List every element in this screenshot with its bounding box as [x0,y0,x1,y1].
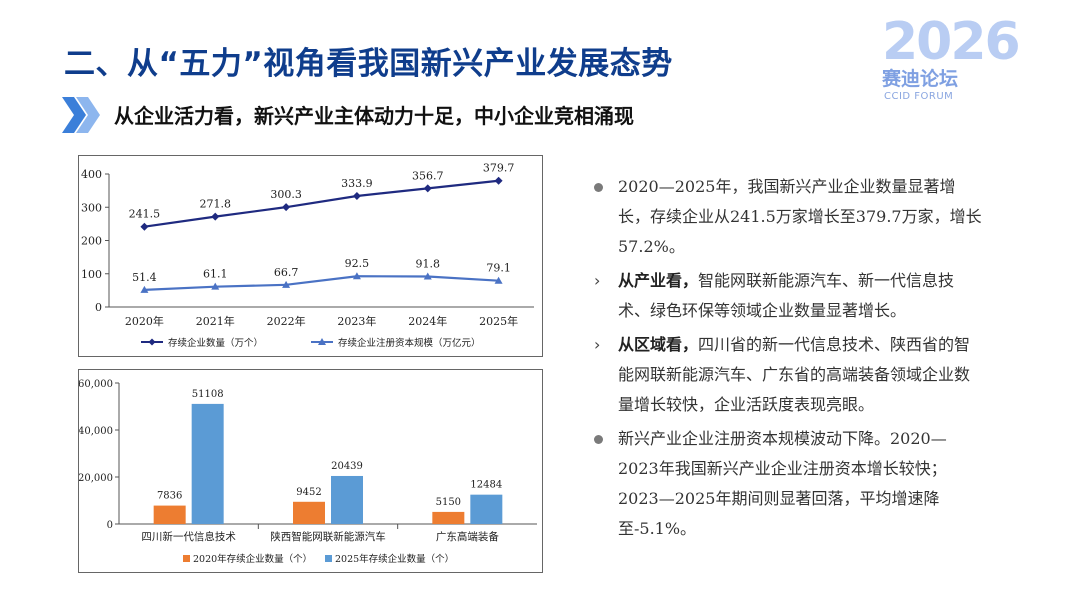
bullet-item: 新兴产业企业注册资本规模波动下降。2020—2023年我国新兴产业企业注册资本增… [594,424,984,544]
x-tick-label: 2025年 [479,314,518,328]
x-tick-label: 2024年 [408,314,447,328]
bullet-item: › 从产业看，智能网联新能源汽车、新一代信息技术、绿色环保等领域企业数量显著增长… [594,266,984,326]
x-tick-label: 2021年 [196,314,235,328]
data-point [211,282,220,290]
bullet-list: 2020—2025年，我国新兴产业企业数量显著增长，存续企业从241.5万家增长… [594,172,984,548]
line-chart: 0 100 200 300 400 2020年 2021年 2022年 2023年 2024年 20… [81,162,534,349]
legend-label: 存续企业数量（万个） [168,337,263,349]
data-point [352,272,361,280]
legend-marker [318,338,326,345]
legend-label: 2025年存续企业数量（个） [335,553,454,565]
bullet-item: › 从区域看，四川省的新一代信息技术、陕西省的智能网联新能源汽车、广东省的高端装… [594,330,984,420]
bullet-bold-lead: 从产业看， [618,271,699,290]
data-label: 271.8 [200,198,232,211]
data-point [211,212,220,221]
logo-year: 2026 [882,12,1021,72]
data-label: 92.5 [345,257,370,270]
y-tick-label: 20,000 [79,473,113,484]
bar [293,501,325,524]
data-label: 51.4 [132,271,157,284]
bullet-item: 2020—2025年，我国新兴产业企业数量显著增长，存续企业从241.5万家增长… [594,172,984,262]
data-label: 66.7 [274,266,299,279]
logo-chinese-name: 赛迪论坛 [882,68,959,90]
data-point [494,176,503,185]
x-tick-label: 陕西智能网联新能源汽车 [270,530,386,543]
data-label: 379.7 [483,162,515,175]
double-chevron-icon [62,97,100,133]
data-label: 5150 [436,497,461,508]
bullet-text: 四川省的新一代信息技术、陕西省的智能网联新能源汽车、广东省的高端装备领域企业数量… [618,335,971,414]
bullet-text: 2020—2025年，我国新兴产业企业数量显著增长，存续企业从241.5万家增长… [618,177,982,256]
series-line [144,275,499,292]
bar [470,494,503,524]
legend-label: 2020年存续企业数量（个） [193,553,312,565]
ccid-forum-logo: 2026 赛迪论坛 CCID FORUM [876,14,1021,104]
y-tick-label: 40,000 [79,426,113,437]
legend-swatch [325,555,332,562]
bullet-dot-icon [594,172,603,202]
bar [331,475,363,524]
data-label: 79.1 [486,262,511,275]
data-point [282,203,291,212]
legend-swatch [183,555,190,562]
data-point [140,285,149,293]
data-label: 333.9 [341,177,373,190]
data-point [282,280,291,288]
bar-chart: 0 20,000 40,000 60,000 四川新一代信息技术 7836 51108 陕西智… [79,379,537,565]
x-tick-label: 2023年 [337,314,376,328]
x-tick-label: 广东高端装备 [436,530,499,543]
data-label: 91.8 [416,257,441,270]
bullet-bold-lead: 从区域看， [618,335,699,354]
bullet-dot-icon [594,424,603,454]
legend-marker [148,338,156,346]
section-subtitle: 从企业活力看，新兴产业主体动力十足，中小企业竞相涌现 [114,104,634,128]
bar [432,511,465,524]
data-label: 9452 [296,487,321,498]
data-point [352,191,361,200]
data-label: 20439 [331,461,363,472]
legend-label: 存续企业注册资本规模（万亿元） [338,337,481,349]
y-tick-label: 100 [81,268,102,281]
x-tick-label: 2020年 [125,314,164,328]
bar [153,505,186,524]
x-tick-label: 四川新一代信息技术 [141,530,236,543]
data-label: 356.7 [412,169,444,182]
y-tick-label: 300 [81,201,102,214]
data-label: 241.5 [129,208,161,221]
data-label: 61.1 [203,268,228,281]
logo-english-name: CCID FORUM [884,91,954,102]
y-tick-label: 200 [81,235,102,248]
data-label: 7836 [157,491,182,502]
bullet-text: 新兴产业企业注册资本规模波动下降。2020—2023年我国新兴产业企业注册资本增… [618,429,947,538]
chevron-right-icon: › [594,335,601,354]
data-label: 12484 [470,480,502,491]
data-point [140,222,149,231]
data-point [423,272,432,280]
x-tick-label: 2022年 [267,314,306,328]
data-point [423,184,432,193]
bullet-text: 智能网联新能源汽车、新一代信息技术、绿色环保等领域企业数量显著增长。 [618,271,955,320]
line-chart-panel: 0 100 200 300 400 2020年 2021年 2022年 2023年 2024年 20… [78,155,543,357]
bar [191,403,224,524]
series-line [144,179,499,228]
data-label: 51108 [192,389,224,400]
data-label: 300.3 [270,188,302,201]
y-tick-label: 0 [95,301,102,314]
page-title: 二、从“五力”视角看我国新兴产业发展态势 [64,46,673,82]
bar-chart-panel: 0 20,000 40,000 60,000 四川新一代信息技术 7836 51108 陕西智… [78,369,543,573]
chevron-right-icon: › [594,271,601,290]
y-tick-label: 400 [81,168,102,181]
y-tick-label: 60,000 [79,379,113,390]
data-point [494,276,503,284]
y-tick-label: 0 [107,520,113,531]
